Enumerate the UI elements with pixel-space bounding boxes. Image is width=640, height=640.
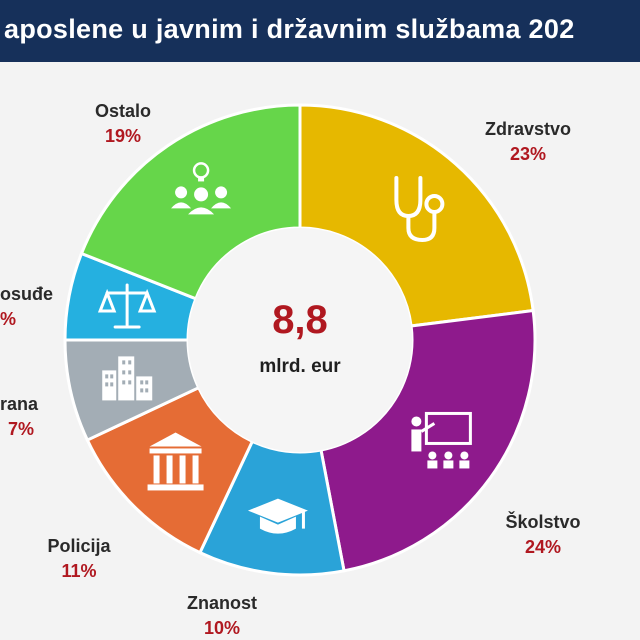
slice-percent: % [0, 309, 17, 329]
slice-name: Znanost [187, 593, 257, 613]
slice-label-pravosude: osuđe % [0, 284, 60, 330]
slice-percent: 10% [203, 618, 241, 638]
total-unit: mlrd. eur [259, 356, 341, 377]
slice-percent: 24% [524, 537, 562, 557]
slice-name: osuđe [0, 284, 54, 304]
stethoscope-icon [394, 175, 445, 242]
slice-label-zdravstvo: Zdravstvo 23% [468, 119, 588, 165]
teacher-classroom-icon [411, 411, 472, 469]
scales-icon [97, 283, 157, 329]
slice-name: Školstvo [505, 512, 581, 532]
slice-label-ostalo: Ostalo 19% [63, 101, 183, 147]
donut-slice-1 [319, 308, 537, 573]
slice-label-obrana: rana 7% [0, 394, 60, 440]
buildings-icon [102, 356, 153, 401]
slice-label-znanost: Znanost 10% [162, 593, 282, 639]
slice-percent: 7% [8, 419, 35, 439]
courthouse-icon [147, 432, 204, 491]
slice-label-skolstvo: Školstvo 24% [483, 512, 603, 558]
slice-percent: 23% [509, 144, 547, 164]
title-bar: aposlene u javnim i državnim službama 20… [0, 0, 640, 62]
donut-slices [63, 103, 537, 577]
slice-name: Policija [47, 536, 111, 556]
page-title: aposlene u javnim i državnim službama 20… [4, 14, 575, 44]
slice-name: rana [0, 394, 39, 414]
slice-percent: 11% [61, 561, 97, 581]
donut-hole [188, 228, 412, 452]
total-value: 8,8 [272, 298, 328, 342]
slice-label-policija: Policija 11% [19, 536, 139, 582]
slice-name: Zdravstvo [484, 119, 572, 139]
slice-icons [97, 162, 472, 534]
graduation-cap-icon [247, 498, 308, 534]
slice-percent: 19% [104, 126, 142, 146]
slice-name: Ostalo [94, 101, 151, 121]
people-idea-icon [171, 162, 232, 215]
